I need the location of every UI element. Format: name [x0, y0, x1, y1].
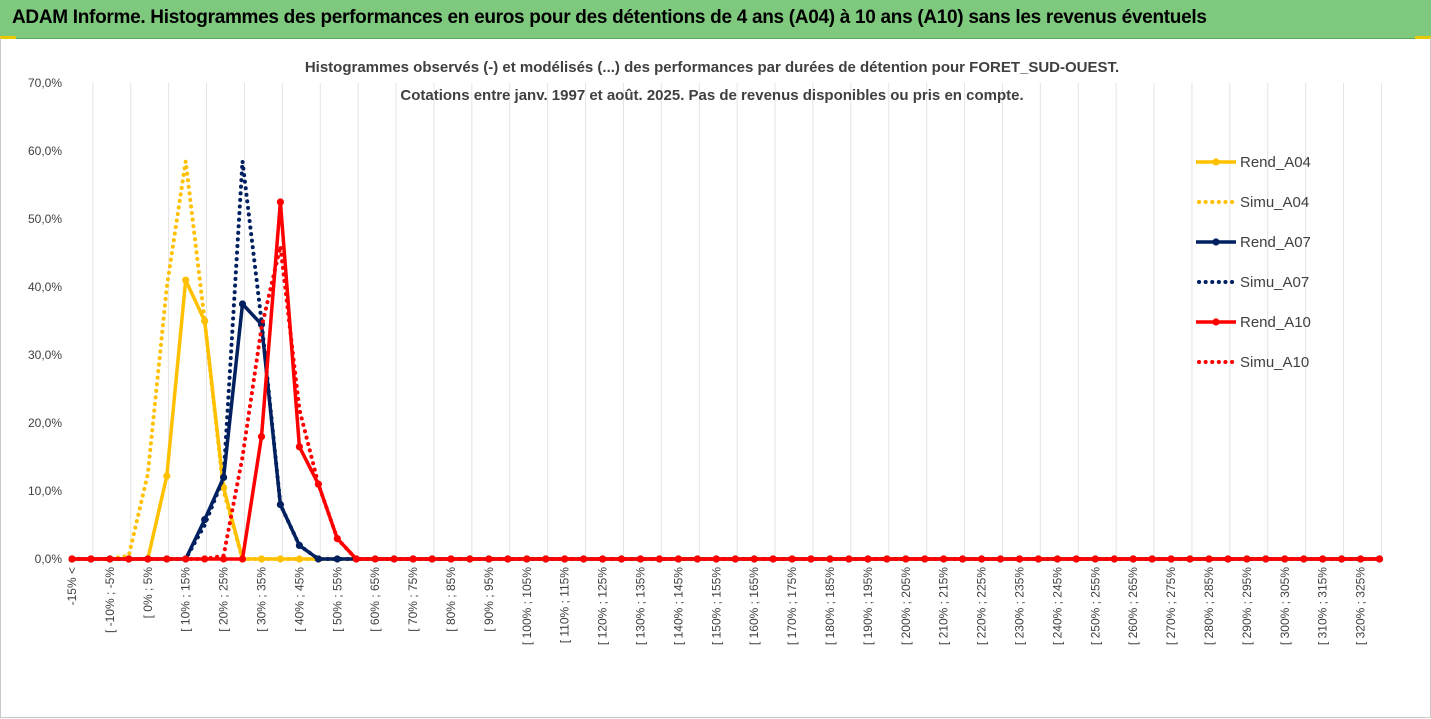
- x-tick-label: [ 280% ; 285%: [1202, 567, 1216, 645]
- x-tick-label: [ 20% ; 25%: [217, 567, 231, 632]
- data-point-rend-a10: [144, 555, 152, 563]
- data-point-rend-a10: [447, 555, 455, 563]
- data-point-rend-a10: [257, 433, 266, 441]
- data-point-rend-a10: [617, 555, 626, 563]
- histogram-chart: Histogrammes observés (-) et modélisés (…: [28, 59, 1384, 645]
- data-point-rend-a10: [466, 555, 474, 563]
- legend-marker-rend-a07: [1212, 238, 1220, 246]
- x-tick-label: [ 170% ; 175%: [785, 567, 799, 645]
- x-tick-label: [ 310% ; 315%: [1316, 567, 1330, 645]
- data-point-rend-a07: [238, 300, 247, 308]
- data-point-rend-a10: [1205, 555, 1213, 563]
- x-tick-label: [ 290% ; 295%: [1240, 567, 1254, 645]
- x-tick-label: [ 200% ; 205%: [899, 567, 913, 645]
- y-tick-label: 50,0%: [28, 212, 62, 226]
- x-tick-label: [ 150% ; 155%: [709, 567, 723, 645]
- y-tick-label: 20,0%: [28, 416, 62, 430]
- x-tick-label: [ 110% ; 115%: [558, 567, 572, 644]
- x-tick-label: [ 40% ; 45%: [292, 567, 306, 632]
- x-tick-label: [ 10% ; 15%: [179, 567, 193, 632]
- x-tick-label: [ -10% ; -5%: [103, 567, 117, 633]
- x-tick-label: [ 210% ; 215%: [937, 567, 951, 645]
- series-line-rend-a04: [72, 278, 1380, 561]
- legend-label-rend-a10: Rend_A10: [1240, 314, 1311, 331]
- y-tick-label: 10,0%: [28, 484, 62, 498]
- data-point-rend-a07: [333, 555, 341, 563]
- x-tick-label: [ 90% ; 95%: [482, 567, 496, 632]
- x-tick-label: [ 100% ; 105%: [520, 567, 534, 645]
- x-tick-label: [ 50% ; 55%: [330, 567, 344, 632]
- data-point-rend-a04: [163, 472, 171, 480]
- x-tick-label: [ 250% ; 255%: [1088, 567, 1102, 645]
- x-tick-label: [ 220% ; 225%: [975, 567, 989, 645]
- legend-label-simu-a10: Simu_A10: [1240, 354, 1309, 371]
- x-tick-label: [ 80% ; 85%: [444, 567, 458, 632]
- legend-marker-rend-a10: [1212, 318, 1220, 326]
- x-tick-label: [ 120% ; 125%: [596, 567, 610, 645]
- data-point-rend-a10: [276, 198, 284, 206]
- y-tick-label: 40,0%: [28, 280, 62, 294]
- data-point-rend-a10: [1186, 555, 1194, 563]
- data-point-rend-a10: [750, 555, 758, 563]
- legend-marker-rend-a04: [1212, 158, 1220, 166]
- x-tick-label: [ 70% ; 75%: [406, 567, 420, 632]
- x-tick-label: [ 240% ; 245%: [1050, 567, 1064, 645]
- x-tick-label: [ 300% ; 305%: [1278, 567, 1292, 645]
- x-tick-label: [ 140% ; 145%: [671, 567, 685, 645]
- data-point-rend-a10: [220, 555, 228, 563]
- chart-title: Histogrammes observés (-) et modélisés (…: [305, 59, 1119, 76]
- legend: Rend_A04 Simu_A04 Rend_A07 Simu_A07 Rend_A10…: [1196, 154, 1311, 371]
- x-tick-label: [ 190% ; 195%: [861, 567, 875, 645]
- data-point-rend-a10: [1338, 555, 1346, 563]
- series-line-simu-a04: [70, 159, 1382, 561]
- data-point-rend-a10: [599, 555, 607, 563]
- legend-label-rend-a04: Rend_A04: [1240, 154, 1311, 171]
- x-tick-label: [ 260% ; 265%: [1126, 567, 1140, 645]
- title-banner: ADAM Informe. Histogrammes des performan…: [0, 0, 1431, 39]
- chart-subtitle: Cotations entre janv. 1997 et août. 2025…: [400, 87, 1023, 104]
- series-lines: [68, 159, 1384, 563]
- legend-label-simu-a07: Simu_A07: [1240, 274, 1309, 291]
- data-point-rend-a10: [1034, 555, 1042, 563]
- y-tick-label: 60,0%: [28, 144, 62, 158]
- legend-label-simu-a04: Simu_A04: [1240, 194, 1309, 211]
- x-tick-label: [ 160% ; 165%: [747, 567, 761, 645]
- gridlines: [92, 83, 1382, 559]
- data-point-rend-a10: [1053, 555, 1061, 563]
- x-tick-label: [ 60% ; 65%: [368, 567, 382, 632]
- x-tick-label: [ 180% ; 185%: [823, 567, 837, 645]
- x-tick-label: [ 270% ; 275%: [1164, 567, 1178, 645]
- x-tick-label: [ 230% ; 235%: [1013, 567, 1027, 645]
- x-tick-label: [ 30% ; 35%: [255, 567, 269, 632]
- y-tick-label: 30,0%: [28, 348, 62, 362]
- x-tick-label: [ 320% ; 325%: [1354, 567, 1368, 645]
- x-tick-label: [ 0% ; 5%: [141, 567, 155, 619]
- data-point-rend-a10: [238, 555, 247, 563]
- data-point-rend-a10: [295, 443, 303, 451]
- data-point-rend-a10: [902, 555, 910, 563]
- series-line-simu-a10: [70, 244, 1382, 561]
- banner-title: ADAM Informe. Histogrammes des performan…: [12, 7, 1207, 28]
- corner-accent-right: [1415, 36, 1431, 39]
- y-tick-label: 0,0%: [35, 552, 63, 566]
- corner-accent-left: [0, 36, 16, 39]
- x-axis-ticks: -15% < [ -10% ; -5% [ 0% ; 5% [ 10% ; 15% [ …: [65, 567, 1368, 645]
- x-tick-label: [ 130% ; 135%: [634, 567, 648, 645]
- x-tick-label: -15% <: [65, 567, 79, 605]
- y-tick-label: 70,0%: [28, 76, 62, 90]
- legend-label-rend-a07: Rend_A07: [1240, 234, 1311, 251]
- y-axis-ticks: 0,0% 10,0% 20,0% 30,0% 40,0% 50,0% 60,0% 70,0%: [28, 76, 62, 566]
- data-point-rend-a04: [182, 276, 190, 284]
